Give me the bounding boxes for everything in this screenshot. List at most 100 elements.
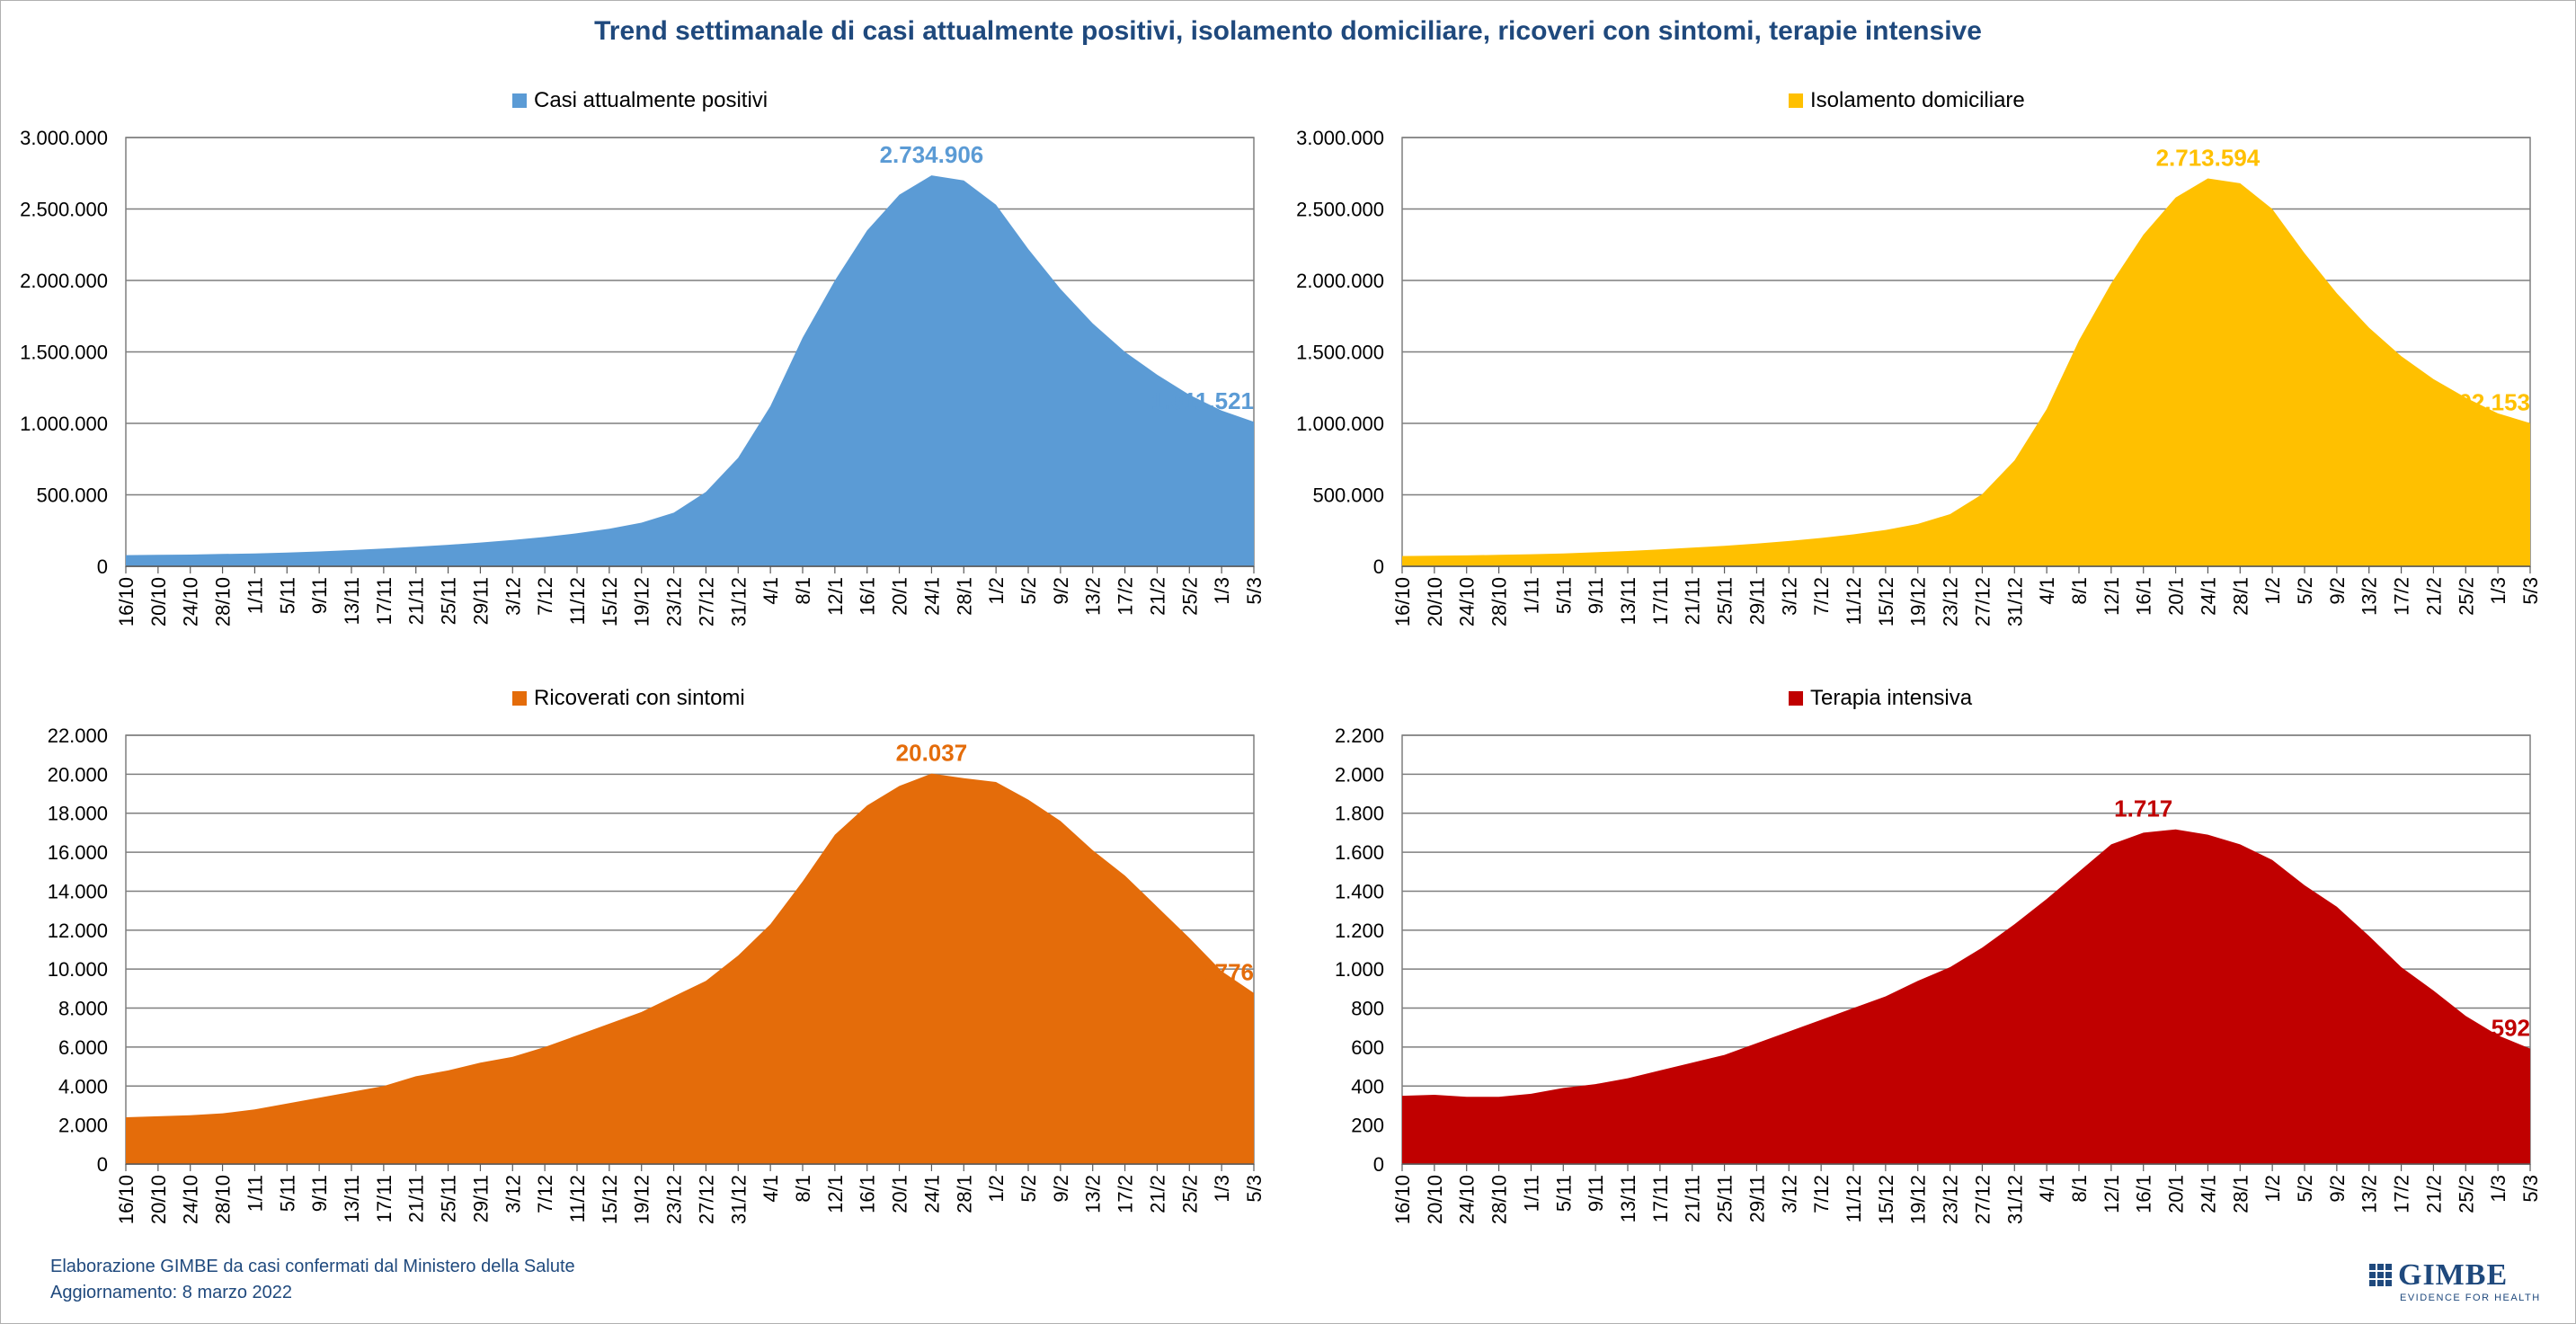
legend-label: Ricoverati con sintomi [534,686,745,710]
x-tick-label: 4/1 [2036,577,2058,605]
x-tick-label: 25/2 [2455,577,2477,616]
x-tick-label: 17/2 [2391,1175,2413,1213]
x-tick-label: 1/2 [2261,577,2284,605]
y-tick-label: 1.500.000 [20,342,108,364]
x-tick-label: 27/12 [1971,1175,1994,1224]
legend: Terapia intensiva [1789,686,1973,710]
y-tick-label: 500.000 [36,484,108,507]
chart-terapia-intensiva: Terapia intensiva 0 200 400 600 800 1.000 1.200… [1276,670,2553,1245]
y-tick-label: 1.600 [1335,841,1384,864]
y-tick-label: 1.800 [1335,803,1384,825]
y-tick-label: 0 [97,555,108,578]
y-tick-label: 2.000 [58,1115,108,1137]
y-tick-label: 0 [97,1153,108,1176]
chart-ricoverati-con-sintomi: Ricoverati con sintomi 0 2.000 4.000 6.000 8.… [0,670,1276,1245]
x-tick-label: 20/10 [1424,577,1446,626]
y-tick-label: 12.000 [48,920,108,942]
area-series [126,175,1254,566]
x-tick-label: 17/11 [1649,1175,1672,1222]
x-tick-label: 27/12 [695,1175,717,1224]
x-tick-label: 11/12 [1843,1175,1865,1222]
x-tick-label: 21/2 [1146,577,1168,616]
x-tick-label: 20/10 [147,577,170,626]
x-tick-label: 24/10 [180,577,202,626]
x-tick-label: 28/10 [1488,1175,1511,1224]
x-tick-label: 7/12 [1810,1175,1833,1213]
y-tick-label: 6.000 [58,1036,108,1059]
x-tick-label: 21/2 [2422,577,2445,616]
x-tick-label: 13/11 [1617,577,1639,625]
x-tick-label: 17/2 [1115,577,1137,616]
x-tick-label: 31/12 [727,1175,750,1224]
x-tick-label: 9/11 [1585,1175,1607,1212]
x-tick-label: 28/10 [1488,577,1511,626]
chart-svg: Terapia intensiva 0 200 400 600 800 1.000 1.200… [1335,686,2542,1224]
y-tick-label: 2.000.000 [1296,270,1384,292]
x-tick-label: 12/1 [2101,577,2123,616]
x-tick-label: 1/11 [1520,1175,1542,1212]
x-tick-label: 13/11 [341,1175,363,1222]
chart-svg: Ricoverati con sintomi 0 2.000 4.000 6.000 8.… [48,686,1266,1224]
x-tick-label: 19/12 [631,1175,653,1224]
x-tick-label: 5/2 [1017,1175,1040,1203]
y-tick-label: 16.000 [48,841,108,864]
y-tick-label: 2.000.000 [20,270,108,292]
area-series [1402,178,2530,566]
chart-svg: Casi attualmente positivi 0 500.000 1.000.0… [20,88,1266,626]
x-tick-label: 9/11 [308,1175,331,1212]
x-tick-label: 17/2 [2391,577,2413,616]
x-tick-label: 29/11 [1745,1175,1768,1222]
x-tick-label: 1/2 [985,1175,1008,1203]
y-tick-label: 0 [1373,1153,1384,1176]
x-tick-label: 5/11 [1552,577,1575,614]
x-tick-label: 12/1 [824,577,847,616]
x-tick-label: 5/3 [1243,577,1266,605]
x-tick-label: 28/1 [2229,1175,2252,1213]
x-tick-label: 21/11 [405,577,428,625]
x-tick-label: 9/2 [1050,1175,1072,1203]
x-tick-label: 28/1 [953,1175,975,1213]
x-tick-label: 1/11 [244,577,266,614]
x-tick-label: 1/11 [244,1175,266,1212]
logo-wordmark: GIMBE [2398,1258,2509,1292]
x-tick-label: 16/1 [857,1175,879,1213]
x-tick-label: 5/3 [1243,1175,1266,1203]
x-tick-label: 13/2 [1082,577,1105,616]
x-tick-label: 11/12 [566,577,589,625]
y-tick-label: 2.200 [1335,724,1384,747]
legend-swatch [512,93,527,108]
x-tick-label: 20/1 [889,577,911,616]
y-tick-label: 800 [1351,998,1384,1020]
x-tick-label: 25/11 [1714,1175,1737,1222]
y-tick-label: 1.000 [1335,958,1384,981]
y-tick-label: 2.500.000 [20,199,108,221]
chart-casi-positivi: Casi attualmente positivi 0 500.000 1.000.0… [0,72,1276,647]
logo-tagline: EVIDENCE FOR HEALTH [2400,1293,2541,1303]
gimbe-logo: GIMBE EVIDENCE FOR HEALTH [2369,1258,2540,1303]
x-tick-label: 9/11 [308,577,331,614]
y-tick-label: 1.000.000 [1296,413,1384,435]
x-tick-label: 13/11 [1617,1175,1639,1222]
y-tick-label: 1.000.000 [20,413,108,435]
x-tick-label: 17/2 [1115,1175,1137,1213]
y-tick-label: 1.200 [1335,920,1384,942]
x-tick-label: 21/2 [1146,1175,1168,1213]
x-tick-label: 25/11 [438,1175,460,1222]
x-tick-label: 21/11 [1682,577,1704,625]
y-tick-label: 20.000 [48,763,108,786]
x-tick-label: 15/12 [1875,577,1897,626]
logo-grid-icon [2369,1264,2392,1286]
x-tick-label: 19/12 [1907,577,1930,626]
x-tick-label: 31/12 [2003,1175,2026,1224]
x-tick-label: 1/11 [1520,577,1542,614]
x-tick-label: 16/10 [115,577,138,626]
x-tick-label: 25/11 [1714,577,1737,625]
legend-label: Terapia intensiva [1810,686,1973,710]
y-tick-label: 200 [1351,1115,1384,1137]
x-tick-label: 8/1 [792,577,814,605]
x-tick-label: 1/2 [2261,1175,2284,1203]
footer: Elaborazione GIMBE da casi confermati da… [50,1254,575,1306]
x-tick-label: 24/1 [920,577,943,616]
x-tick-label: 9/2 [1050,577,1072,605]
peak-value-label: 2.713.594 [2156,145,2261,172]
